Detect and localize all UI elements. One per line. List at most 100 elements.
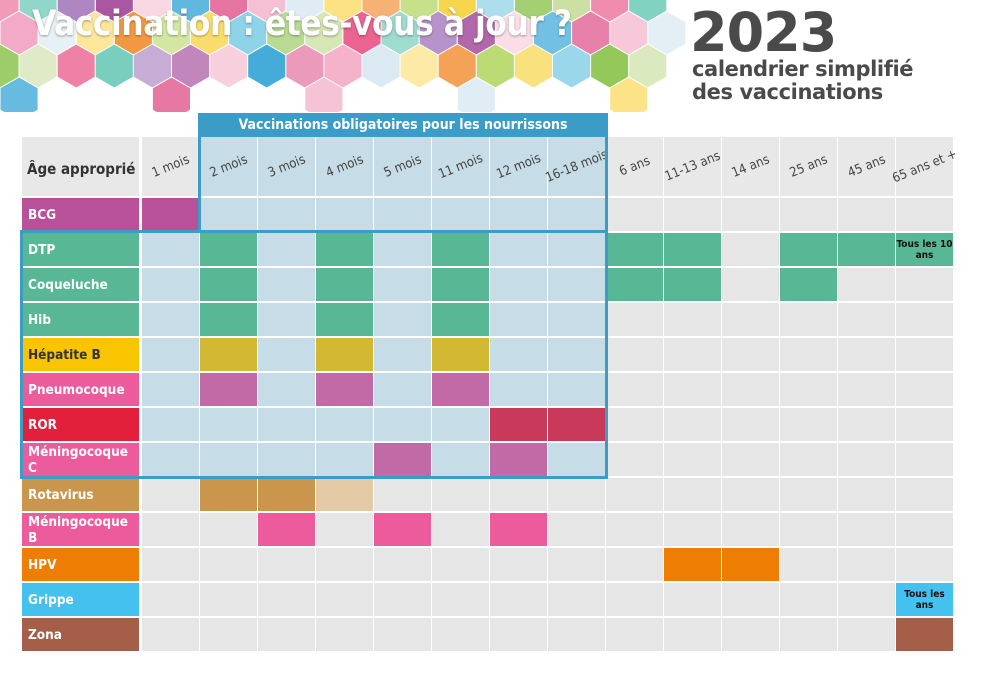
- empty-cell: [200, 583, 257, 616]
- empty-cell: [548, 443, 605, 476]
- vaccine-label: HPV: [22, 548, 139, 581]
- vaccination-mark: [258, 513, 315, 546]
- empty-cell: [432, 618, 489, 651]
- empty-cell: [780, 583, 837, 616]
- vaccine-label: Hépatite B: [22, 338, 139, 371]
- vaccine-label: Zona: [22, 618, 139, 651]
- empty-cell: [606, 408, 663, 441]
- empty-cell: [316, 618, 373, 651]
- vaccination-mark: [664, 268, 721, 301]
- column-header-cell: [200, 137, 257, 196]
- empty-cell: [838, 373, 895, 406]
- empty-cell: [374, 338, 431, 371]
- column-header-cell: [548, 137, 605, 196]
- empty-cell: [316, 443, 373, 476]
- empty-cell: [722, 583, 779, 616]
- vaccination-mark: [838, 233, 895, 266]
- vaccination-mark: [200, 268, 257, 301]
- empty-cell: [780, 618, 837, 651]
- page-title: Vaccination : êtes-vous à jour ?: [32, 4, 572, 44]
- vaccine-label: Hib: [22, 303, 139, 336]
- empty-cell: [258, 548, 315, 581]
- empty-cell: [722, 303, 779, 336]
- empty-cell: [142, 443, 199, 476]
- empty-cell: [606, 443, 663, 476]
- empty-cell: [606, 198, 663, 231]
- empty-cell: [374, 548, 431, 581]
- decorative-hexagon: [304, 76, 344, 112]
- empty-cell: [548, 618, 605, 651]
- empty-cell: [142, 303, 199, 336]
- vaccination-mark: [722, 548, 779, 581]
- empty-cell: [896, 338, 953, 371]
- vaccination-mark: [432, 268, 489, 301]
- vaccination-mark: [258, 478, 315, 511]
- vaccination-mark: [664, 548, 721, 581]
- empty-cell: [838, 548, 895, 581]
- empty-cell: [432, 408, 489, 441]
- empty-cell: [838, 268, 895, 301]
- empty-cell: [838, 478, 895, 511]
- empty-cell: [722, 338, 779, 371]
- column-header-cell: [838, 137, 895, 196]
- decorative-hexagon: [456, 76, 496, 112]
- empty-cell: [490, 303, 547, 336]
- empty-cell: [838, 408, 895, 441]
- empty-cell: [896, 408, 953, 441]
- empty-cell: [258, 338, 315, 371]
- empty-cell: [490, 478, 547, 511]
- calendar-subtitle: calendrier simplifié des vaccinations: [692, 58, 913, 104]
- vaccine-label: Coqueluche: [22, 268, 139, 301]
- vaccination-mark: [142, 198, 199, 231]
- empty-cell: [606, 478, 663, 511]
- vaccination-mark: [316, 478, 373, 511]
- empty-cell: [838, 303, 895, 336]
- age-header-label: Âge approprié: [27, 160, 136, 178]
- vaccination-mark: [780, 268, 837, 301]
- empty-cell: [722, 443, 779, 476]
- empty-cell: [258, 233, 315, 266]
- empty-cell: [258, 198, 315, 231]
- empty-cell: [432, 513, 489, 546]
- empty-cell: [374, 303, 431, 336]
- empty-cell: [664, 408, 721, 441]
- empty-cell: [780, 373, 837, 406]
- empty-cell: [838, 338, 895, 371]
- empty-cell: [258, 373, 315, 406]
- vaccination-mark: [896, 618, 953, 651]
- vaccination-mark: [432, 233, 489, 266]
- empty-cell: [722, 478, 779, 511]
- empty-cell: [316, 408, 373, 441]
- vaccine-label: Grippe: [22, 583, 139, 616]
- empty-cell: [490, 338, 547, 371]
- empty-cell: [838, 583, 895, 616]
- empty-cell: [490, 618, 547, 651]
- empty-cell: [722, 373, 779, 406]
- empty-cell: [432, 583, 489, 616]
- empty-cell: [722, 268, 779, 301]
- vaccination-mark: [548, 408, 605, 441]
- empty-cell: [780, 198, 837, 231]
- empty-cell: [896, 373, 953, 406]
- decorative-hexagon: [609, 76, 649, 112]
- empty-cell: [200, 443, 257, 476]
- empty-cell: [896, 443, 953, 476]
- subtitle-line-1: calendrier simplifié: [692, 57, 914, 81]
- empty-cell: [780, 408, 837, 441]
- empty-cell: [606, 303, 663, 336]
- empty-cell: [838, 443, 895, 476]
- empty-cell: [548, 233, 605, 266]
- vaccination-mark: [490, 513, 547, 546]
- column-header-cell: [722, 137, 779, 196]
- vaccine-label: Méningocoque B: [22, 513, 139, 546]
- vaccine-label: Rotavirus: [22, 478, 139, 511]
- vaccination-mark: [316, 338, 373, 371]
- empty-cell: [200, 513, 257, 546]
- column-header-cell: [490, 137, 547, 196]
- empty-cell: [142, 268, 199, 301]
- empty-cell: [490, 373, 547, 406]
- empty-cell: [432, 478, 489, 511]
- vaccination-mark: [374, 513, 431, 546]
- empty-cell: [664, 303, 721, 336]
- empty-cell: [142, 478, 199, 511]
